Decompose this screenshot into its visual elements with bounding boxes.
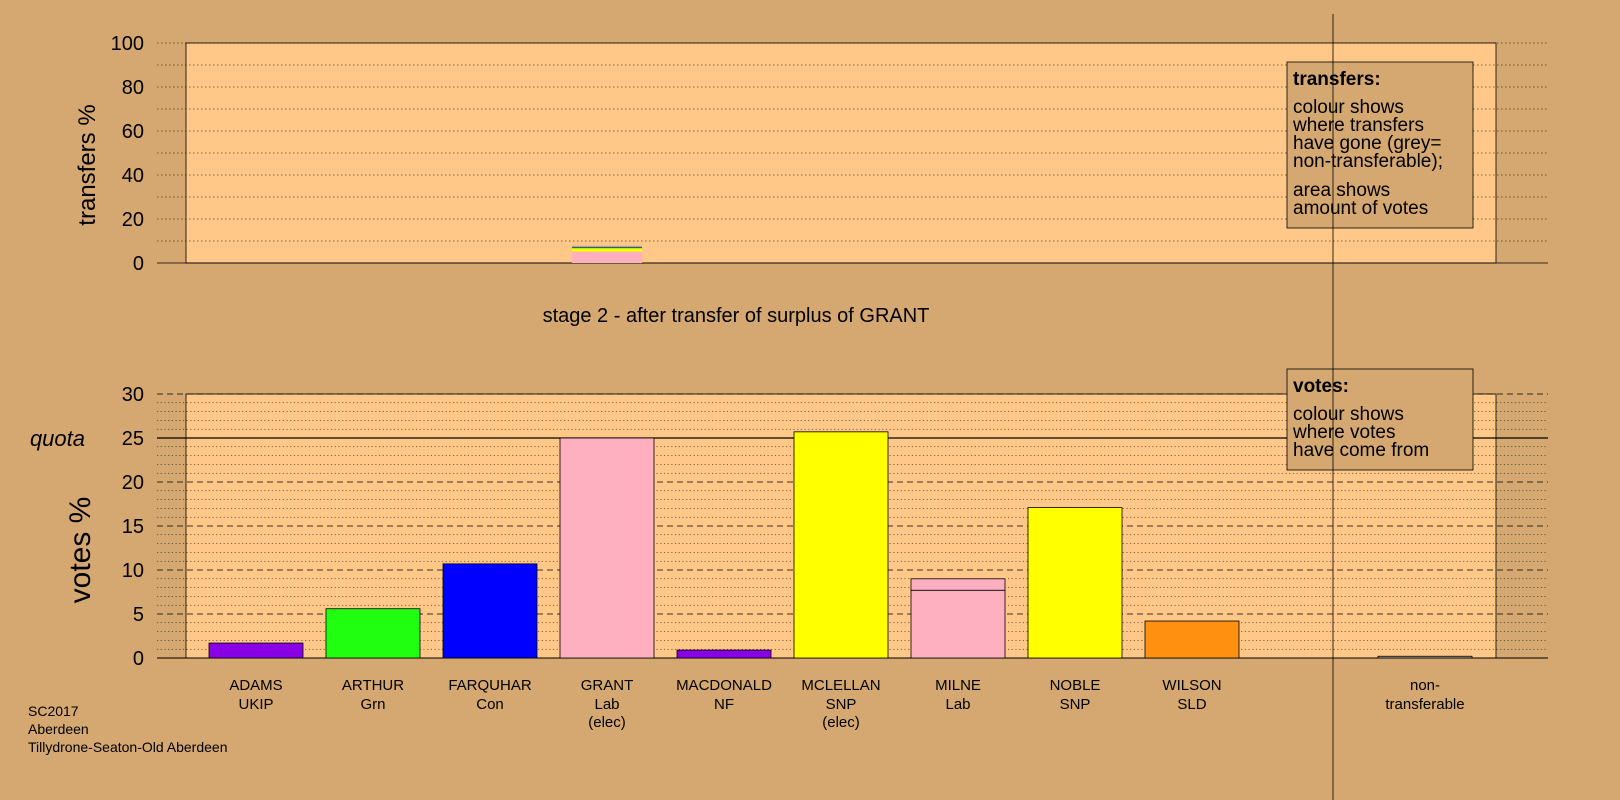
votes-y-axis-label: votes % <box>64 497 97 604</box>
stage-title: stage 2 - after transfer of surplus of G… <box>543 305 930 327</box>
vote-bar-milne <box>910 578 1006 591</box>
transfers-panel: 0 20 40 60 80 100 transfers % stage 2 - after… <box>74 33 1548 327</box>
footer: SC2017 Aberdeen Tillydrone-Seaton-Old Ab… <box>28 703 228 755</box>
vote-bar-macdonald <box>676 649 772 659</box>
transfer-segment-farquhar <box>572 246 642 248</box>
transfers-y-tick-label: 0 <box>133 253 144 275</box>
candidate-name-label: NOBLE <box>1050 677 1101 694</box>
transfer-segment-wilson <box>572 246 642 247</box>
transfers-legend-title: transfers: <box>1293 69 1381 90</box>
candidate-party-label: NF <box>714 696 734 713</box>
transfer-segment-non-transferable <box>572 245 642 247</box>
candidate-name-label: WILSON <box>1162 677 1221 694</box>
vote-bar-farquhar <box>442 563 538 659</box>
candidate-name-label: FARQUHAR <box>448 677 532 694</box>
transfers-legend-line: non-transferable); <box>1293 151 1443 172</box>
non-transferable-label: non- <box>1410 677 1440 694</box>
non-transferable-label: transferable <box>1385 696 1464 713</box>
votes-y-tick-label: 10 <box>122 560 144 582</box>
votes-panel: 0 5 10 15 20 25 30 ADAMS UKIP ARTHUR Grn FARQUHAR C… <box>30 368 1548 731</box>
transfers-y-tick-label: 80 <box>122 77 144 99</box>
votes-legend-box <box>1286 368 1474 471</box>
candidate-party-label: SNP <box>826 696 857 713</box>
votes-y-tick-label: 15 <box>122 516 144 538</box>
candidate-party-label: SLD <box>1177 696 1206 713</box>
candidate-name-label: ADAMS <box>229 677 282 694</box>
vote-bar-noble <box>1027 507 1123 659</box>
vote-bar-arthur <box>325 608 421 659</box>
transfers-y-ticks: 0 20 40 60 80 100 <box>111 33 144 275</box>
transfer-segment-mclellan <box>572 248 642 250</box>
candidate-name-label: MCLELLAN <box>801 677 880 694</box>
candidate-party-label: Con <box>476 696 504 713</box>
elected-label: (elec) <box>588 714 626 731</box>
transfers-legend: transfers: colour shows where transfers … <box>1286 61 1474 229</box>
vote-bar-milne <box>910 589 1006 659</box>
candidate-party-label: Grn <box>360 696 385 713</box>
quota-label: quota <box>30 426 85 451</box>
transfers-y-tick-label: 40 <box>122 165 144 187</box>
footer-line: Aberdeen <box>28 721 89 737</box>
candidate-party-label: Lab <box>594 696 619 713</box>
votes-legend: votes: colour shows where votes have com… <box>1286 368 1474 471</box>
vote-bar-adams <box>208 642 304 659</box>
transfers-gridlines <box>157 42 1548 264</box>
transfers-y-tick-label: 100 <box>111 33 144 55</box>
transfers-y-tick-label: 60 <box>122 121 144 143</box>
votes-y-tick-label: 5 <box>133 604 144 626</box>
candidate-party-label: Lab <box>945 696 970 713</box>
transfers-legend-line: have gone (grey= <box>1293 133 1441 154</box>
transfers-y-tick-label: 20 <box>122 209 144 231</box>
votes-y-tick-label: 25 <box>122 428 144 450</box>
transfer-segment-milne <box>572 251 642 263</box>
votes-legend-title: votes: <box>1293 376 1349 397</box>
transfers-legend-line: amount of votes <box>1293 198 1428 219</box>
candidate-name-label: MACDONALD <box>676 677 772 694</box>
votes-legend-line: where votes <box>1292 422 1395 443</box>
candidate-name-label: ARTHUR <box>342 677 404 694</box>
footer-line: Tillydrone-Seaton-Old Aberdeen <box>28 739 228 755</box>
transfers-legend-line: where transfers <box>1292 115 1424 136</box>
votes-y-tick-label: 20 <box>122 472 144 494</box>
votes-y-tick-label: 0 <box>133 648 144 670</box>
votes-y-tick-label: 30 <box>122 384 144 406</box>
elected-label: (elec) <box>822 714 860 731</box>
footer-line: SC2017 <box>28 703 79 719</box>
transfers-legend-line: colour shows <box>1293 97 1404 118</box>
vote-bar-grant <box>559 437 655 659</box>
transfer-segment-noble <box>572 249 642 252</box>
transfers-legend-line: area shows <box>1293 180 1390 201</box>
candidate-party-label: SNP <box>1060 696 1091 713</box>
candidate-name-label: MILNE <box>935 677 981 694</box>
vote-bar-mclellan <box>793 431 889 659</box>
votes-legend-line: colour shows <box>1293 404 1404 425</box>
votes-bars <box>208 431 1473 659</box>
transfers-y-axis-label: transfers % <box>74 104 101 225</box>
votes-y-ticks: 0 5 10 15 20 25 30 <box>122 384 144 670</box>
candidate-name-label: GRANT <box>581 677 634 694</box>
candidate-party-label: UKIP <box>238 696 273 713</box>
votes-legend-line: have come from <box>1293 440 1429 461</box>
transfers-bars <box>572 245 642 263</box>
transfer-segment-arthur <box>572 247 642 249</box>
transfers-legend-box <box>1286 61 1474 229</box>
vote-bar-wilson <box>1144 620 1240 659</box>
candidate-labels: ADAMSUKIPARTHURGrnFARQUHARConGRANTLab(el… <box>229 677 1464 731</box>
vote-bar-non-transferable <box>1377 655 1473 659</box>
